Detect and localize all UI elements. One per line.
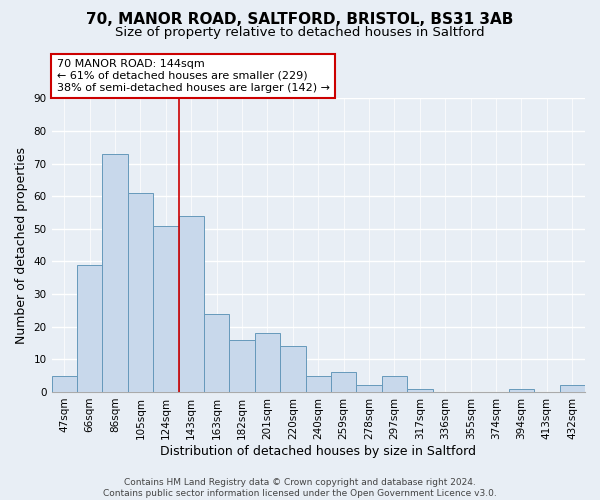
Bar — [103, 154, 128, 392]
Text: Contains HM Land Registry data © Crown copyright and database right 2024.
Contai: Contains HM Land Registry data © Crown c… — [103, 478, 497, 498]
Bar — [305, 376, 331, 392]
Bar — [382, 376, 407, 392]
Bar — [331, 372, 356, 392]
Bar — [153, 226, 179, 392]
Bar — [204, 314, 229, 392]
Bar — [229, 340, 255, 392]
Bar — [509, 388, 534, 392]
Bar — [77, 264, 103, 392]
Bar — [280, 346, 305, 392]
Bar — [560, 386, 585, 392]
Bar — [179, 216, 204, 392]
X-axis label: Distribution of detached houses by size in Saltford: Distribution of detached houses by size … — [160, 444, 476, 458]
Bar — [407, 388, 433, 392]
Bar — [255, 333, 280, 392]
Text: 70, MANOR ROAD, SALTFORD, BRISTOL, BS31 3AB: 70, MANOR ROAD, SALTFORD, BRISTOL, BS31 … — [86, 12, 514, 28]
Bar — [52, 376, 77, 392]
Bar — [356, 386, 382, 392]
Text: Size of property relative to detached houses in Saltford: Size of property relative to detached ho… — [115, 26, 485, 39]
Text: 70 MANOR ROAD: 144sqm
← 61% of detached houses are smaller (229)
38% of semi-det: 70 MANOR ROAD: 144sqm ← 61% of detached … — [57, 60, 330, 92]
Y-axis label: Number of detached properties: Number of detached properties — [15, 146, 28, 344]
Bar — [128, 193, 153, 392]
